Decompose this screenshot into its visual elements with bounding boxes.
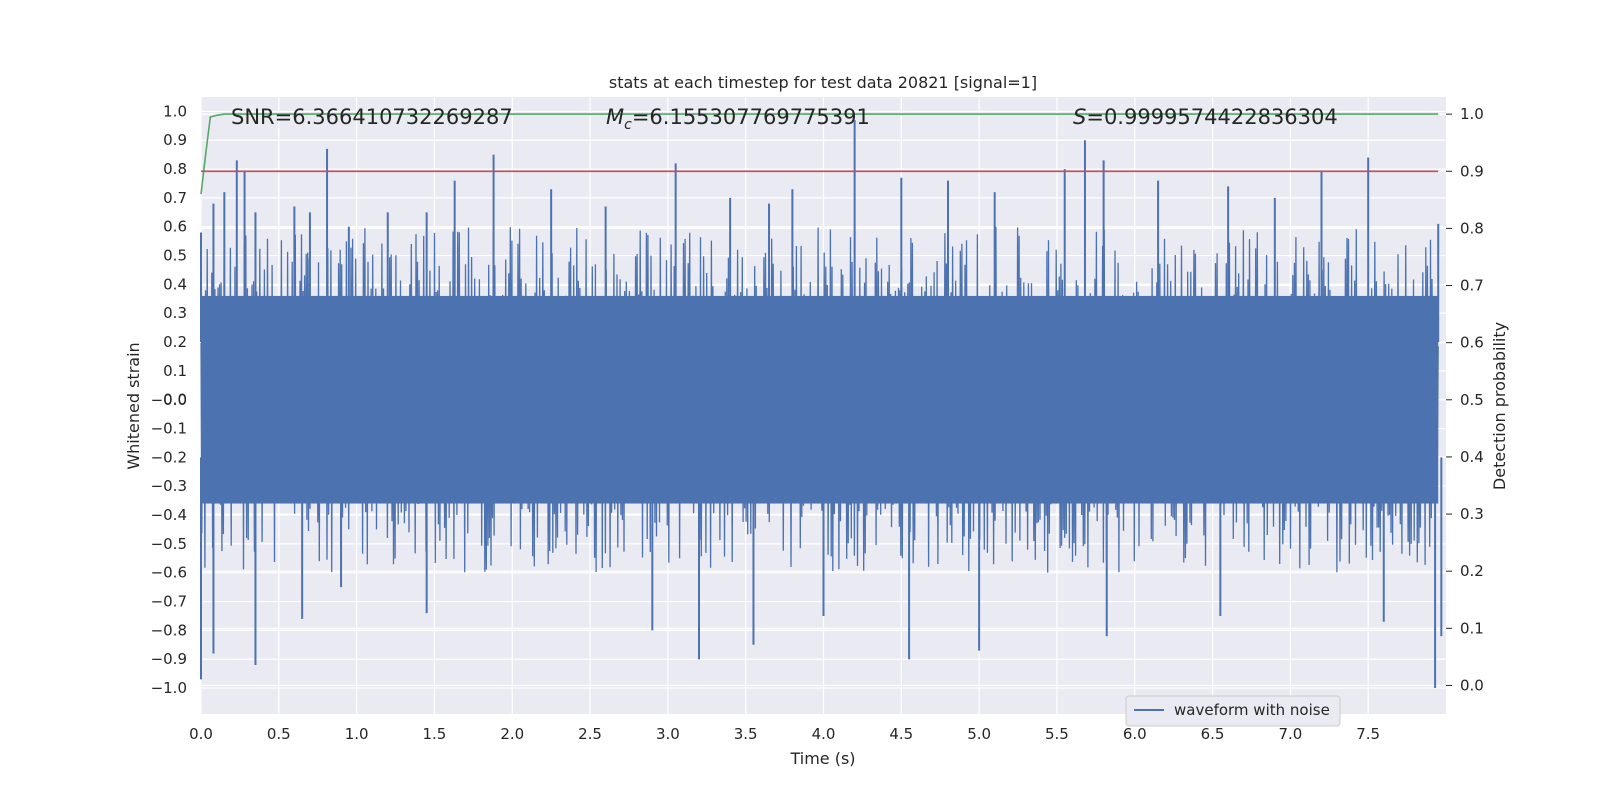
y-tick-label: −0.7: [151, 593, 187, 611]
y-tick-label: 0.1: [163, 362, 187, 380]
x-tick-label: 3.5: [734, 725, 758, 743]
x-tick-label: 0.5: [267, 725, 291, 743]
waveform-core: [201, 295, 1439, 504]
y-tick-label: 0.0: [163, 391, 187, 409]
y2-tick-label: 1.0: [1460, 105, 1484, 123]
y-tick-label: −0.8: [151, 621, 187, 639]
s-symbol: S: [1073, 105, 1086, 129]
y2-tick-label: 0.8: [1460, 219, 1484, 237]
y2-tick-label: 0.2: [1460, 562, 1484, 580]
x-tick-label: 5.0: [967, 725, 991, 743]
x-tick-label: 1.5: [423, 725, 447, 743]
x-tick-label: 5.5: [1045, 725, 1069, 743]
y-tick-label: −0.3: [151, 477, 187, 495]
x-tick-label: 2.5: [578, 725, 602, 743]
y-tick-label: −1.0: [151, 679, 187, 697]
y2-tick-label: 0.1: [1460, 619, 1484, 637]
y2-tick-label: 0.7: [1460, 277, 1484, 295]
y-axis-label: Whitened strain: [124, 342, 143, 469]
mc-symbol: M: [606, 105, 624, 129]
x-tick-label: 4.0: [812, 725, 836, 743]
legend-box: [1125, 695, 1341, 727]
x-tick-label: 1.0: [345, 725, 369, 743]
y-tick-label: 0.9: [163, 131, 187, 149]
y-tick-label: 1.0: [163, 102, 187, 120]
x-tick-label: 2.0: [500, 725, 524, 743]
mc-value: =6.155307769775391: [632, 105, 870, 129]
y2-tick-labels: 1.0 0.9 0.8 0.7 0.6 0.5 0.4 0.3 0.2 0.1 0.0: [1460, 105, 1484, 694]
legend: waveform with noise: [1125, 695, 1341, 727]
y-tick-label: −0.1: [151, 420, 187, 438]
snr-annotation: SNR=6.366410732269287: [231, 105, 513, 129]
y-tick-label: 0.8: [163, 160, 187, 178]
y-tick-label: 0.7: [163, 189, 187, 207]
y2-tick-label: 0.0: [1460, 676, 1484, 694]
x-tick-labels: 0.0 0.5 1.0 1.5 2.0 2.5 3.0 3.5 4.0 4.5 5.0 5.5 6.0 6…: [189, 725, 1380, 743]
y2-tick-label: 0.5: [1460, 391, 1484, 409]
x-axis-label: Time (s): [789, 749, 855, 768]
mc-subscript: c: [624, 117, 632, 133]
y-tick-label: 0.6: [163, 218, 187, 236]
chart-title: stats at each timestep for test data 208…: [609, 73, 1037, 92]
y-tick-label: −0.0: [151, 391, 187, 409]
y-tick-label: 0.4: [163, 275, 187, 293]
s-value: =0.9999574422836304: [1086, 105, 1337, 129]
y-tick-label: 0.5: [163, 247, 187, 265]
x-tick-label: 7.5: [1356, 725, 1380, 743]
y2-tick-label: 0.9: [1460, 162, 1484, 180]
y-tick-label: −0.6: [151, 564, 187, 582]
probability-series: [200, 113, 1439, 195]
x-tick-label: 6.0: [1123, 725, 1147, 743]
y-tick-label: −0.2: [151, 448, 187, 466]
x-tick-label: 6.5: [1201, 725, 1225, 743]
y-tick-label: −0.5: [151, 535, 187, 553]
x-tick-label: 4.5: [889, 725, 913, 743]
mc-annotation: Mc=6.155307769775391: [606, 105, 870, 133]
y2-axis-label: Detection probability: [1490, 322, 1509, 490]
y2-tick-label: 0.3: [1460, 505, 1484, 523]
x-tick-label: 0.0: [189, 725, 213, 743]
y2-tick-label: 0.6: [1460, 334, 1484, 352]
s-annotation: S=0.9999574422836304: [1073, 105, 1338, 129]
y-tick-label: 0.3: [163, 304, 187, 322]
y-tick-label: −0.4: [151, 506, 187, 524]
y-tick-label: −0.9: [151, 650, 187, 668]
legend-label: waveform with noise: [1174, 701, 1330, 719]
x-tick-label: 3.0: [656, 725, 680, 743]
x-tick-label: 7.0: [1278, 725, 1302, 743]
probability-line: [200, 113, 1439, 195]
waveform-series: [200, 120, 1443, 689]
y2-tick-label: 0.4: [1460, 448, 1484, 466]
y-tick-labels: 1.0 0.9 0.8 0.7 0.6 0.5 0.4 0.3 0.2 0.1 0.0−0.0 −0.…: [151, 102, 187, 697]
y-tick-label: 0.2: [163, 333, 187, 351]
